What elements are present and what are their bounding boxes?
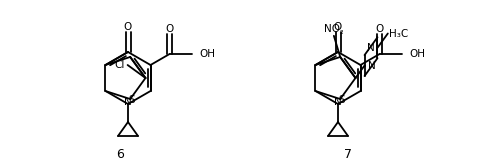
Text: O: O [124, 22, 132, 32]
Text: H₃C: H₃C [389, 29, 408, 38]
Text: OH: OH [200, 49, 216, 59]
Text: N: N [124, 97, 132, 107]
Text: N: N [366, 43, 374, 53]
Text: ₂: ₂ [340, 27, 344, 36]
Text: 7: 7 [344, 149, 352, 161]
Text: O: O [334, 22, 342, 32]
Text: S: S [128, 95, 134, 105]
Text: N: N [368, 60, 376, 71]
Text: S: S [338, 95, 344, 105]
Text: Cl: Cl [114, 60, 125, 70]
Text: N: N [334, 97, 342, 107]
Text: NO: NO [324, 24, 340, 34]
Text: OH: OH [410, 49, 426, 59]
Text: O: O [166, 24, 174, 34]
Text: O: O [376, 24, 384, 34]
Text: 6: 6 [116, 149, 124, 161]
